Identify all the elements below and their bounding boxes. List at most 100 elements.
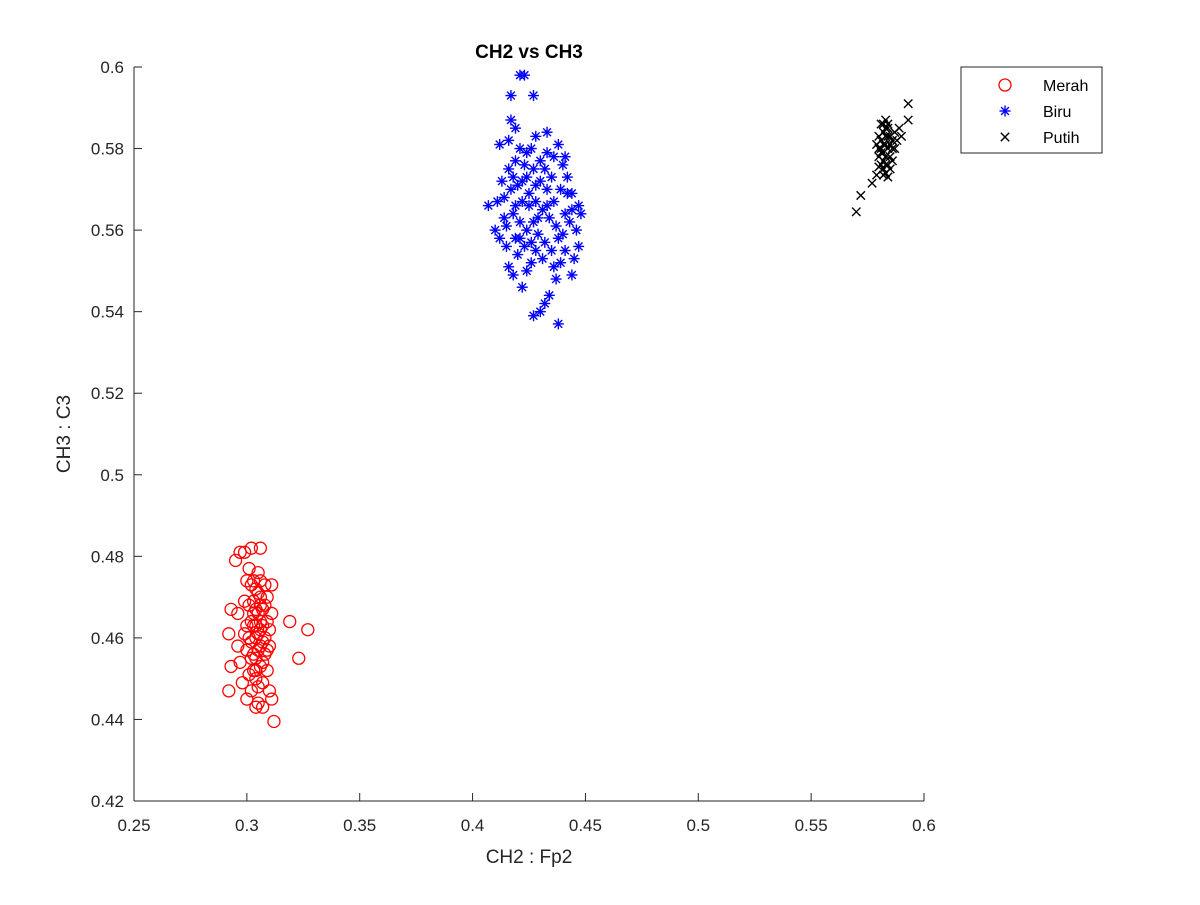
data-point [534,155,546,167]
data-layer [222,69,913,729]
data-point [867,178,877,188]
y-tick-label: 0.48 [91,547,124,566]
data-point [242,631,256,645]
data-point [505,90,517,102]
legend-marker [999,105,1011,117]
data-point [883,131,893,142]
data-point [262,684,277,698]
data-point [889,143,900,154]
data-point [874,131,884,142]
data-point [237,594,252,608]
data-point [550,220,562,232]
data-point [507,208,519,220]
data-point [509,122,521,134]
data-point [507,171,519,183]
data-point [494,138,506,150]
legend-item-merah: Merah [998,78,1088,95]
data-point [880,160,891,170]
legend-box [960,66,1103,154]
data-point [265,692,279,706]
x-tick-label: 0.3 [235,816,259,835]
legend-item-putih: Putih [1000,130,1079,147]
data-point [256,619,270,633]
data-point [885,131,895,142]
x-tick-label: 0.4 [461,816,485,835]
data-point [265,606,279,621]
data-point [265,578,279,592]
data-point [570,224,582,236]
data-point [539,236,551,248]
data-point [541,183,553,195]
data-point [539,163,551,175]
data-point [251,680,265,694]
series-biru [482,69,587,330]
data-point [251,643,265,657]
data-point [246,574,261,588]
data-point [575,208,587,220]
x-tick-label: 0.35 [343,816,376,835]
data-point [242,598,256,612]
data-point [260,614,274,629]
data-point [505,114,517,126]
data-point [530,130,542,142]
x-tick-label: 0.6 [912,816,936,835]
data-point [518,159,530,171]
chart-title: CH2 vs CH3 [475,42,583,63]
data-point [509,155,521,167]
data-point [301,623,315,637]
data-point [856,190,866,201]
legend-label: Merah [1043,78,1088,95]
data-point [258,598,272,612]
data-point [546,171,558,183]
data-point [233,545,247,559]
data-point [222,684,236,698]
data-point [528,310,540,322]
data-point [874,162,884,172]
data-point [550,273,562,285]
data-point [491,196,503,208]
data-point [500,220,512,232]
data-point [251,696,265,710]
data-point [242,667,256,682]
data-point [222,627,236,641]
data-point [530,245,542,256]
data-point [233,655,247,670]
y-tick-label: 0.54 [91,303,124,322]
data-point [525,257,537,269]
data-point [516,175,528,187]
data-point [292,651,306,665]
data-point [251,565,265,580]
data-point [249,672,263,686]
y-tick-label: 0.56 [91,221,124,240]
data-point [249,602,263,616]
data-point [253,541,268,555]
data-point [498,212,510,224]
data-point [518,69,530,81]
x-tick-label: 0.55 [795,816,828,835]
data-point [503,261,515,273]
data-point [534,306,546,318]
data-point [871,139,882,150]
data-point [240,692,254,706]
data-point [260,663,274,678]
data-point [530,179,542,191]
data-point [548,261,560,273]
data-point [228,553,243,568]
y-tick-label: 0.42 [91,792,124,811]
data-point [528,90,540,102]
data-point [541,147,553,159]
data-point [552,232,564,244]
data-point [851,207,861,217]
data-point [876,147,886,158]
legend-marker [1000,132,1010,142]
data-point [482,200,494,212]
data-point [224,659,238,674]
data-point [543,212,555,224]
data-point [541,200,553,212]
y-tick-label: 0.58 [91,140,124,159]
data-point [525,236,537,248]
data-point [516,281,528,293]
data-point [566,269,578,281]
data-point [887,156,898,166]
